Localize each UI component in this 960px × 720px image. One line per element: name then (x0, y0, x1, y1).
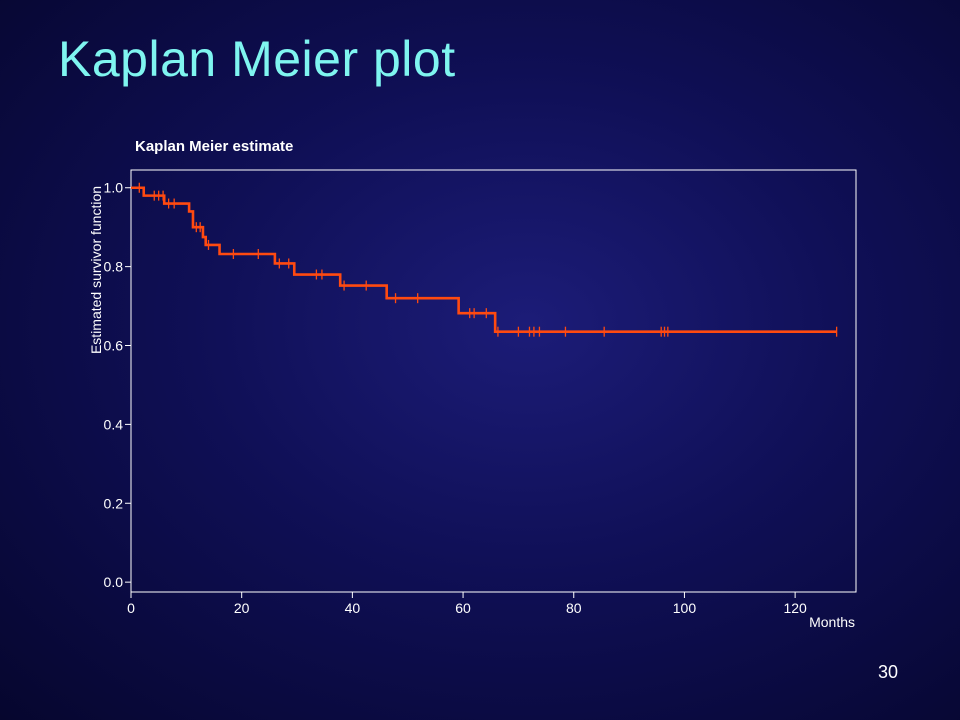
x-tick-label: 20 (234, 600, 250, 616)
y-axis: 0.0 0.2 0.4 0.6 0.8 1.0 (104, 180, 131, 590)
x-tick-label: 120 (783, 600, 807, 616)
y-tick-label: 0.4 (104, 416, 124, 432)
x-tick-label: 100 (673, 600, 697, 616)
chart-title: Kaplan Meier estimate (135, 138, 293, 155)
survival-curve (131, 182, 838, 337)
y-tick-label: 0.6 (104, 338, 124, 354)
y-tick-label: 0.2 (104, 495, 124, 511)
y-axis-label: Estimated survivor function (88, 186, 104, 354)
x-axis-label: Months (809, 614, 855, 630)
x-tick-label: 60 (455, 600, 471, 616)
plot-frame (130, 169, 857, 593)
survival-step-line (131, 186, 837, 334)
x-axis: 0 20 40 60 80 100 120 (127, 592, 807, 616)
x-tick-label: 40 (345, 600, 361, 616)
slide-number: 30 (877, 662, 898, 682)
y-tick-label: 0.0 (104, 574, 124, 590)
x-tick-label: 80 (566, 600, 582, 616)
x-tick-label: 0 (127, 600, 135, 616)
y-tick-label: 0.8 (104, 259, 124, 275)
y-tick-label: 1.0 (104, 180, 124, 196)
slide-title: Kaplan Meier plot (58, 31, 456, 87)
